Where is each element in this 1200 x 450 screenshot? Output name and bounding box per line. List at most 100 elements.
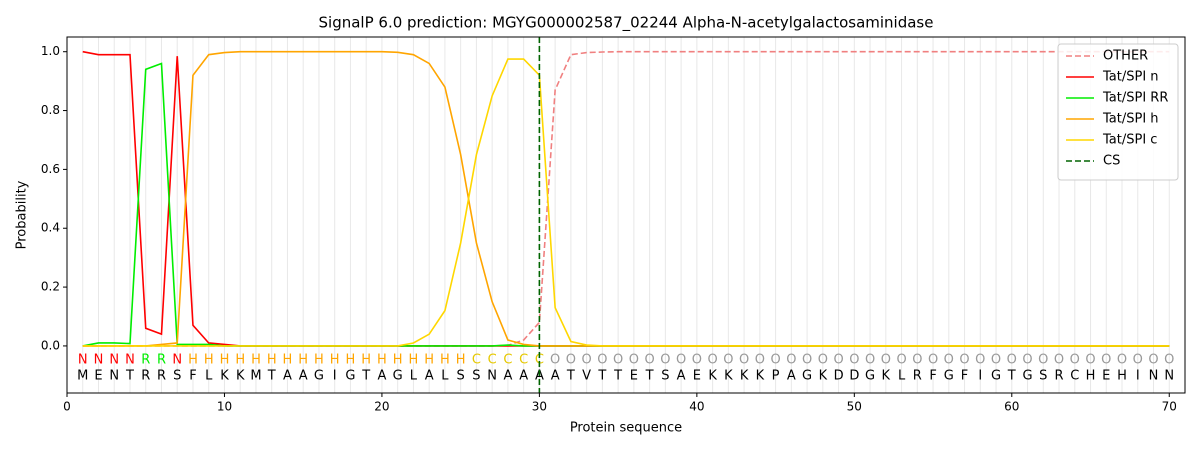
plot-frame [66,36,1186,394]
region-label: N [172,352,182,367]
y-axis-label: Probability [15,180,30,249]
residue: T [566,368,575,383]
region-label: H [283,352,293,367]
region-label: O [849,352,859,367]
region-label: H [424,352,434,367]
residue: A [425,368,434,383]
x-tick-label: 50 [847,400,862,414]
region-label: H [377,352,387,367]
region-label: O [1117,352,1127,367]
region-label: H [251,352,261,367]
region-label: N [94,352,104,367]
region-label: O [959,352,969,367]
residue: A [503,368,512,383]
residue: L [898,368,906,383]
residue: G [1022,368,1032,383]
region-label: H [456,352,466,367]
residue: R [913,368,922,383]
legend-label: Tat/SPI c [1102,133,1157,148]
residue: K [236,368,245,383]
residue: V [582,368,591,383]
residue: K [756,368,765,383]
residue: I [978,368,982,383]
region-label: H [409,352,419,367]
residue: S [472,368,480,383]
legend-box [1057,43,1179,181]
region-label: O [707,352,717,367]
region-label: O [550,352,560,367]
residue: E [94,368,102,383]
region-label: O [1054,352,1064,367]
residue: L [205,368,213,383]
residue: T [597,368,606,383]
region-label: N [109,352,119,367]
residue: G [345,368,355,383]
region-label: C [503,352,512,367]
region-label: O [802,352,812,367]
residue: S [1039,368,1047,383]
region-label: H [440,352,450,367]
x-tick-label: 0 [63,400,71,414]
chart-title: SignalP 6.0 prediction: MGYG000002587_02… [319,14,934,33]
residue: A [787,368,796,383]
region-label: O [1133,352,1143,367]
residue: T [613,368,622,383]
residue: F [961,368,968,383]
residue: H [1086,368,1096,383]
x-tick-label: 10 [217,400,232,414]
series-line [82,58,1170,347]
residue: K [708,368,717,383]
residue: G [314,368,324,383]
region-label: O [582,352,592,367]
x-tick-label: 20 [374,400,389,414]
region-label: H [314,352,324,367]
region-label: C [488,352,497,367]
region-label: O [566,352,576,367]
region-label: O [1007,352,1017,367]
region-label: H [235,352,245,367]
legend-label: Tat/SPI h [1102,112,1159,127]
residue: T [1007,368,1016,383]
residue: A [299,368,308,383]
region-label: R [157,352,166,367]
region-label: O [597,352,607,367]
legend-label: CS [1103,154,1120,169]
region-label: N [125,352,135,367]
region-label: O [613,352,623,367]
residue: S [457,368,465,383]
residue: T [267,368,276,383]
residue: N [1149,368,1159,383]
region-label: O [881,352,891,367]
x-tick-label: 40 [689,400,704,414]
residue: E [1102,368,1110,383]
x-tick-label: 70 [1162,400,1177,414]
residue: G [393,368,403,383]
residue: N [1164,368,1174,383]
x-tick-label: 60 [1004,400,1019,414]
residue: N [487,368,497,383]
residue: H [1117,368,1127,383]
region-label: O [1148,352,1158,367]
region-label: O [818,352,828,367]
region-label: O [660,352,670,367]
residue: K [740,368,749,383]
residue: L [410,368,418,383]
region-label: O [944,352,954,367]
residue: C [1070,368,1079,383]
y-tick-label: 0.0 [41,338,60,352]
residue: A [519,368,528,383]
region-label: O [865,352,875,367]
residue: D [849,368,859,383]
region-label: H [346,352,356,367]
residue: F [189,368,196,383]
residue: E [630,368,638,383]
residue: L [441,368,449,383]
region-label: O [739,352,749,367]
region-label: O [676,352,686,367]
y-tick-label: 1.0 [41,44,60,58]
region-label: O [1038,352,1048,367]
residue: A [677,368,686,383]
region-label: O [1022,352,1032,367]
region-label: H [188,352,198,367]
